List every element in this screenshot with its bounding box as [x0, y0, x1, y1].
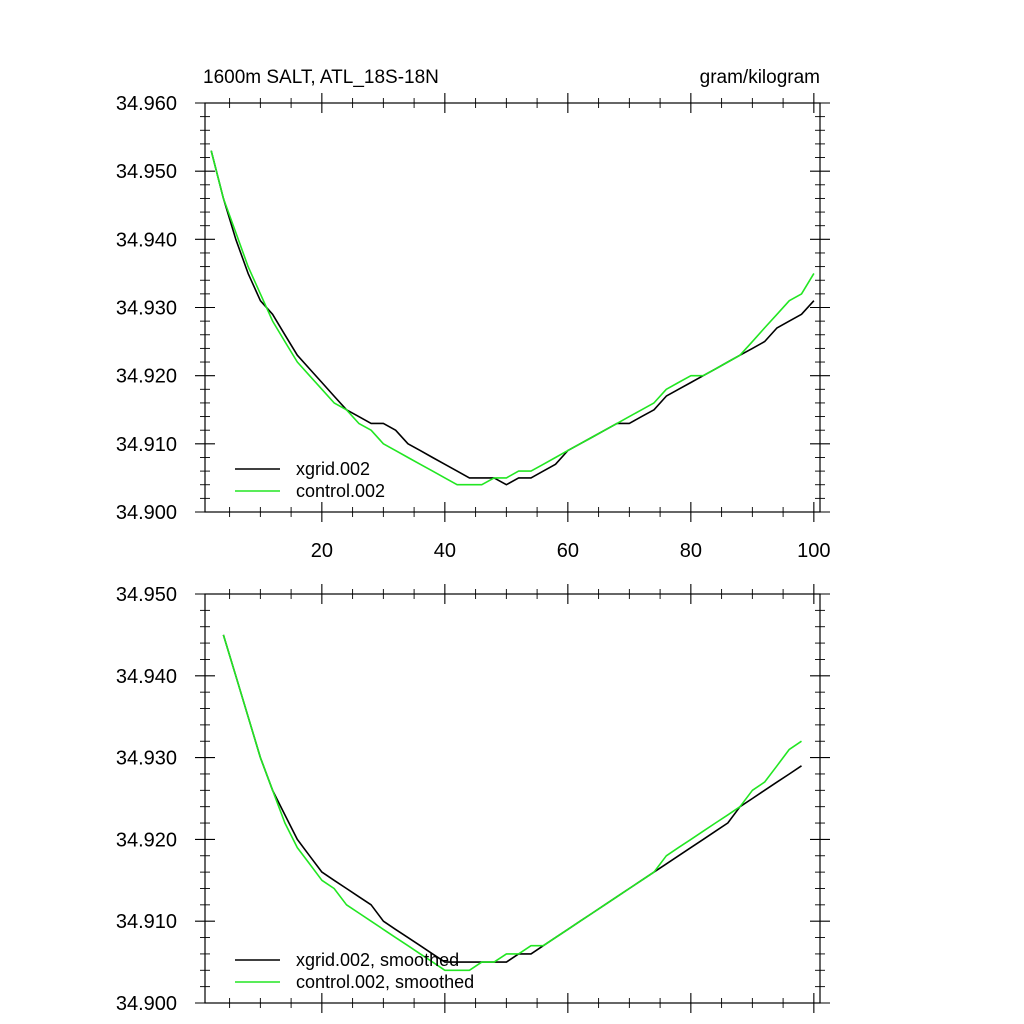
y-tick-label: 34.960: [116, 93, 177, 115]
y-tick-label: 34.940: [116, 666, 177, 688]
series-line-0: [210, 150, 815, 486]
legend-label: xgrid.002, smoothed: [296, 950, 459, 970]
y-tick-label: 34.930: [116, 748, 177, 770]
series-lines: [222, 634, 802, 972]
series-lines: [210, 150, 815, 486]
units-label: gram/kilogram: [700, 67, 820, 88]
axis-ticks: 34.900 34.910 34.920 34.930 34.940 34.950: [116, 584, 830, 1015]
legend-label: control.002, smoothed: [296, 972, 474, 992]
legend-label: control.002: [296, 481, 385, 501]
x-tick-label: 80: [680, 540, 702, 562]
chart-title: 1600m SALT, ATL_18S-18N: [203, 67, 439, 88]
series-line-0: [222, 634, 802, 963]
x-tick-label: 20: [311, 540, 333, 562]
bottom-chart: 34.900 34.910 34.920 34.930 34.940 34.950 xgr…: [116, 584, 830, 1015]
y-tick-label: 34.920: [116, 366, 177, 388]
y-tick-label: 34.950: [116, 584, 177, 606]
y-tick-label: 34.900: [116, 993, 177, 1015]
plot-frame: [204, 102, 821, 513]
plot-frame: [204, 593, 821, 1004]
legend-label: xgrid.002: [296, 459, 370, 479]
axis-ticks: 34.900 34.910 34.920 34.930 34.940 34.950 34.9…: [116, 93, 831, 562]
series-line-1: [210, 150, 815, 486]
x-tick-label: 60: [557, 540, 579, 562]
y-tick-label: 34.920: [116, 829, 177, 851]
y-tick-label: 34.950: [116, 161, 177, 183]
top-chart: 1600m SALT, ATL_18S-18N gram/kilogram 34…: [116, 67, 831, 562]
y-tick-label: 34.940: [116, 229, 177, 251]
y-tick-label: 34.910: [116, 911, 177, 933]
y-tick-label: 34.900: [116, 502, 177, 524]
x-tick-label: 100: [797, 540, 830, 562]
y-tick-label: 34.930: [116, 298, 177, 320]
y-tick-label: 34.910: [116, 434, 177, 456]
series-line-1: [222, 634, 802, 972]
x-tick-label: 40: [434, 540, 456, 562]
